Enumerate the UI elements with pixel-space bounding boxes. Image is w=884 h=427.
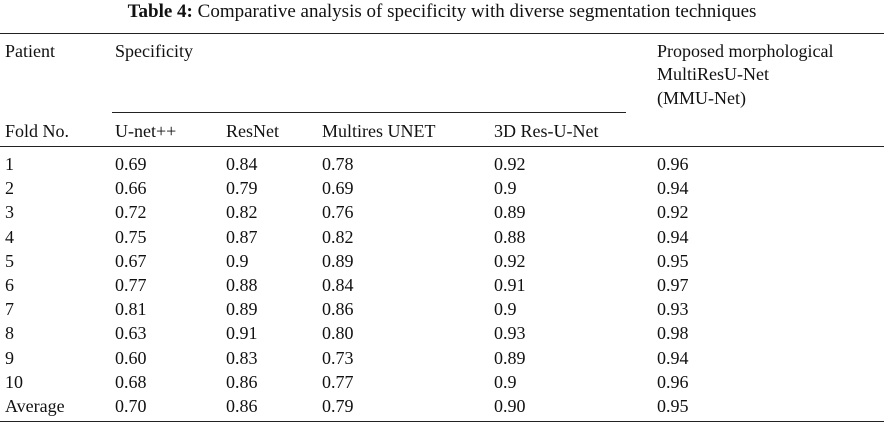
header-3d-res-unet: 3D Res-U-Net	[494, 121, 599, 141]
cell-unetpp: 0.60	[115, 348, 147, 368]
cell-fold: 7	[5, 299, 14, 319]
cell-mmu-net: 0.94	[657, 348, 689, 368]
bottom-rule	[0, 421, 884, 422]
header-unetpp: U-net++	[115, 121, 177, 141]
header-specificity: Specificity	[115, 41, 193, 61]
cell-unetpp: 0.77	[115, 275, 147, 295]
cell-resnet: 0.89	[226, 299, 258, 319]
cell-3d-res-unet: 0.90	[494, 396, 526, 416]
cell-fold: 1	[5, 154, 14, 174]
cell-resnet: 0.87	[226, 227, 258, 247]
cell-unetpp: 0.75	[115, 227, 147, 247]
cell-unetpp: 0.69	[115, 154, 147, 174]
cell-fold: 6	[5, 275, 14, 295]
header-fold-no: Fold No.	[5, 121, 70, 141]
cell-3d-res-unet: 0.91	[494, 275, 526, 295]
cell-mmu-net: 0.97	[657, 275, 689, 295]
cell-3d-res-unet: 0.88	[494, 227, 526, 247]
cell-fold: 3	[5, 202, 14, 222]
cell-mmu-net: 0.95	[657, 251, 689, 271]
cell-resnet: 0.9	[226, 251, 249, 271]
cell-multires-unet: 0.69	[322, 178, 354, 198]
cell-multires-unet: 0.76	[322, 202, 354, 222]
header-bottom-rule	[0, 146, 884, 147]
cell-fold: Average	[5, 396, 65, 416]
cell-fold: 8	[5, 323, 14, 343]
cell-resnet: 0.88	[226, 275, 258, 295]
cell-multires-unet: 0.89	[322, 251, 354, 271]
cell-3d-res-unet: 0.89	[494, 202, 526, 222]
cell-fold: 9	[5, 348, 14, 368]
cell-resnet: 0.86	[226, 372, 258, 392]
cell-unetpp: 0.68	[115, 372, 147, 392]
cell-resnet: 0.83	[226, 348, 258, 368]
header-proposed-line3: (MMU-Net)	[657, 88, 746, 108]
cell-resnet: 0.91	[226, 323, 258, 343]
cell-multires-unet: 0.79	[322, 396, 354, 416]
cell-unetpp: 0.66	[115, 178, 147, 198]
cell-3d-res-unet: 0.89	[494, 348, 526, 368]
cell-mmu-net: 0.95	[657, 396, 689, 416]
cell-fold: 4	[5, 227, 14, 247]
caption-label: Table 4:	[127, 1, 193, 22]
cell-multires-unet: 0.73	[322, 348, 354, 368]
cell-unetpp: 0.70	[115, 396, 147, 416]
cell-multires-unet: 0.86	[322, 299, 354, 319]
cell-resnet: 0.86	[226, 396, 258, 416]
cell-multires-unet: 0.80	[322, 323, 354, 343]
cell-fold: 10	[5, 372, 23, 392]
header-proposed-line1: Proposed morphological	[657, 41, 834, 61]
header-patient: Patient	[5, 41, 55, 61]
cell-unetpp: 0.72	[115, 202, 147, 222]
cell-3d-res-unet: 0.9	[494, 299, 517, 319]
cell-multires-unet: 0.77	[322, 372, 354, 392]
top-rule	[0, 33, 884, 34]
header-multires-unet: Multires UNET	[322, 121, 436, 141]
cell-3d-res-unet: 0.93	[494, 323, 526, 343]
cell-mmu-net: 0.96	[657, 154, 689, 174]
cell-mmu-net: 0.96	[657, 372, 689, 392]
cell-fold: 5	[5, 251, 14, 271]
cell-multires-unet: 0.82	[322, 227, 354, 247]
cell-resnet: 0.79	[226, 178, 258, 198]
header-proposed-line2: MultiResU-Net	[657, 64, 769, 84]
cell-multires-unet: 0.84	[322, 275, 354, 295]
cell-resnet: 0.84	[226, 154, 258, 174]
table-caption: Table 4: Comparative analysis of specifi…	[0, 1, 884, 23]
cell-multires-unet: 0.78	[322, 154, 354, 174]
cell-resnet: 0.82	[226, 202, 258, 222]
cell-3d-res-unet: 0.92	[494, 251, 526, 271]
caption-text: Comparative analysis of specificity with…	[197, 1, 757, 22]
specificity-group-rule	[112, 112, 626, 113]
header-resnet: ResNet	[226, 121, 279, 141]
cell-3d-res-unet: 0.92	[494, 154, 526, 174]
cell-unetpp: 0.81	[115, 299, 147, 319]
cell-mmu-net: 0.93	[657, 299, 689, 319]
cell-mmu-net: 0.98	[657, 323, 689, 343]
cell-mmu-net: 0.94	[657, 178, 689, 198]
cell-3d-res-unet: 0.9	[494, 178, 517, 198]
cell-fold: 2	[5, 178, 14, 198]
cell-mmu-net: 0.94	[657, 227, 689, 247]
cell-unetpp: 0.67	[115, 251, 147, 271]
cell-mmu-net: 0.92	[657, 202, 689, 222]
cell-unetpp: 0.63	[115, 323, 147, 343]
cell-3d-res-unet: 0.9	[494, 372, 517, 392]
